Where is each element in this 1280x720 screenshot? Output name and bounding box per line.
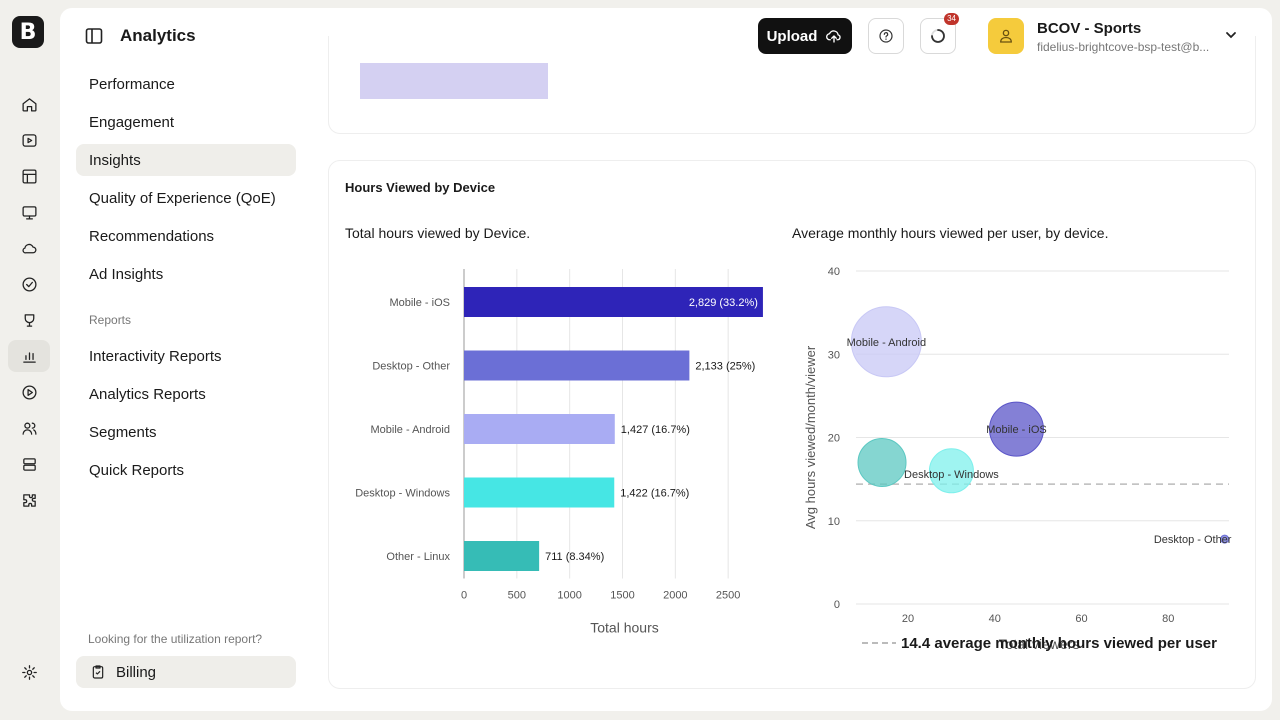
bar-category-label: Other - Linux (386, 551, 450, 563)
bar (464, 477, 615, 508)
icon-rail: B (0, 0, 58, 720)
cloud-icon[interactable] (8, 232, 50, 264)
bar-x-tick-label: 1000 (557, 590, 581, 602)
badge-check-icon[interactable] (8, 268, 50, 300)
account-email: fidelius-brightcove-bsp-test@b... (1037, 40, 1210, 54)
bubble-y-tick-label: 0 (834, 599, 840, 611)
bubble-y-tick-label: 30 (828, 349, 840, 361)
upload-button[interactable]: Upload (758, 18, 852, 54)
nav-item-ad-insights[interactable]: Ad Insights (89, 265, 164, 283)
bubble-data-label: Desktop - Other (1154, 534, 1232, 546)
notifications-button[interactable]: 34 (920, 13, 959, 54)
play-circle-icon[interactable] (8, 376, 50, 408)
bar-data-label: 711 (8.34%) (545, 551, 604, 563)
bar-category-label: Mobile - iOS (389, 297, 450, 309)
bubble-point (857, 437, 907, 487)
bubble-point (988, 401, 1044, 457)
nav-item-segments[interactable]: Segments (89, 423, 157, 441)
bar-chart: 050010001500200025003000Mobile - iOS2,82… (355, 269, 769, 636)
bubble-x-tick-label: 20 (902, 613, 914, 625)
billing-button[interactable]: Billing (76, 656, 296, 688)
nav-item-insights[interactable]: Insights (76, 144, 296, 176)
bubble-point (850, 306, 922, 378)
nav-item-quick-reports[interactable]: Quick Reports (89, 461, 185, 479)
bar-data-label: 2,829 (33.2%) (689, 297, 758, 309)
chevron-down-icon[interactable] (1224, 28, 1238, 42)
video-icon[interactable] (8, 124, 50, 156)
bubble-x-tick-label: 80 (1162, 613, 1174, 625)
bar-category-label: Desktop - Other (372, 361, 450, 373)
bar-category-label: Mobile - Android (371, 424, 451, 436)
bubble-data-label: Mobile - Android (847, 337, 927, 349)
notification-badge: 34 (944, 13, 959, 25)
reports-section-header: Reports (89, 313, 132, 327)
bar (464, 414, 615, 444)
upload-label: Upload (766, 27, 818, 45)
puzzle-icon[interactable] (8, 484, 50, 516)
avatar[interactable] (988, 18, 1024, 54)
hours-by-device-panel: Hours Viewed by Device Total hours viewe… (328, 160, 1256, 689)
bar-data-label: 1,422 (16.7%) (620, 488, 689, 500)
bubble-chart-title: Average monthly hours viewed per user, b… (792, 225, 1109, 241)
utilization-hint: Looking for the utilization report? (88, 632, 263, 646)
brand-icon[interactable] (8, 304, 50, 336)
nav-item-analytics-reports[interactable]: Analytics Reports (89, 385, 206, 403)
settings-icon[interactable] (8, 656, 50, 688)
page-title: Analytics (120, 26, 196, 45)
bar-x-tick-label: 2500 (716, 590, 740, 602)
nav-item-performance[interactable]: Performance (89, 75, 175, 93)
bubble-y-tick-label: 10 (828, 516, 840, 528)
bubble-y-tick-label: 40 (828, 266, 840, 278)
user-icon (1000, 29, 1012, 43)
bar-x-tick-label: 2000 (663, 590, 687, 602)
users-icon[interactable] (8, 412, 50, 444)
reference-line-legend: 14.4 average monthly hours viewed per us… (901, 635, 1217, 652)
bar-data-label: 2,133 (25%) (695, 361, 755, 373)
billing-label: Billing (116, 663, 157, 681)
bar-data-label: 1,427 (16.7%) (621, 424, 690, 436)
main-panel: Analytics Upload 34 BCOV - Sports fideli… (60, 8, 1272, 711)
bar (464, 541, 540, 571)
sidebar-toggle-icon[interactable] (84, 26, 104, 46)
server-icon[interactable] (8, 448, 50, 480)
nav-item-recommendations[interactable]: Recommendations (89, 227, 215, 245)
panel-title: Hours Viewed by Device (345, 180, 496, 195)
bubble-chart: 0 10 20 30 40 20 40 60 80 Mobile - Android Mobile … (803, 266, 1232, 652)
bar (464, 287, 763, 317)
nav-item-qoe[interactable]: Quality of Experience (QoE) (89, 189, 276, 207)
bubble-point (928, 448, 974, 494)
monitor-icon[interactable] (8, 196, 50, 228)
analytics-icon[interactable] (8, 340, 50, 372)
bubble-y-axis-title: Avg hours viewed/month/viewer (803, 345, 818, 529)
bar (464, 350, 690, 381)
bar-category-label: Desktop - Windows (355, 488, 450, 500)
bubble-x-tick-label: 60 (1075, 613, 1087, 625)
bubble-point (1220, 534, 1230, 544)
help-icon (879, 29, 893, 43)
nav-item-engagement[interactable]: Engagement (89, 113, 175, 131)
bar-x-tick-label: 0 (461, 590, 467, 602)
bubble-data-label: Mobile - iOS (986, 424, 1047, 436)
bar-x-axis-title: Total hours (590, 620, 658, 636)
bubble-data-label: Desktop - Windows (904, 469, 999, 481)
clipboard-check-icon (92, 665, 104, 679)
loading-spinner-icon (931, 29, 945, 43)
account-name[interactable]: BCOV - Sports (1037, 20, 1142, 37)
previous-chart-panel (328, 36, 1256, 134)
bar-chart-title: Total hours viewed by Device. (345, 225, 531, 241)
bubble-y-tick-label: 20 (828, 433, 840, 445)
bubble-x-tick-label: 40 (989, 613, 1001, 625)
cloud-upload-icon (826, 30, 842, 43)
brand-logo[interactable]: B (12, 16, 44, 48)
help-button[interactable] (868, 18, 904, 54)
bar-x-tick-label: 500 (508, 590, 526, 602)
bubble-x-axis-title: Total viewers (999, 636, 1080, 652)
previous-chart-bar (360, 63, 548, 99)
bar-x-tick-label: 1500 (610, 590, 634, 602)
nav-item-interactivity-reports[interactable]: Interactivity Reports (89, 347, 222, 365)
layout-icon[interactable] (8, 160, 50, 192)
home-icon[interactable] (8, 88, 50, 120)
